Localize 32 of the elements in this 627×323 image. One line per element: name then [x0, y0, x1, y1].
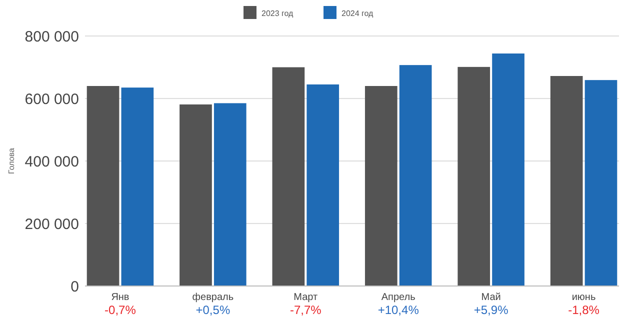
x-tick-label: Апрель	[381, 292, 416, 303]
text: +5,9%	[474, 303, 509, 317]
bar	[121, 88, 154, 286]
x-tick-label: Март	[294, 292, 318, 303]
x-tick-label: июнь	[572, 292, 596, 303]
y-tick-label: 0	[70, 278, 79, 296]
text: +10,4%	[378, 303, 420, 317]
y-tick-label: 400 000	[24, 153, 79, 170]
bar	[364, 86, 398, 286]
x-tick-label: Май	[481, 292, 501, 303]
text: -1,8%	[568, 303, 600, 317]
y-tick-label: 200 000	[24, 216, 79, 233]
bar	[180, 104, 212, 286]
legend-label: 2024 год	[342, 8, 374, 18]
bar	[492, 54, 524, 286]
bar	[214, 103, 246, 286]
bar	[272, 67, 305, 286]
x-tick-label: февраль	[192, 292, 234, 303]
text: +0,5%	[196, 303, 230, 317]
y-tick-label: 800 000	[24, 28, 79, 46]
x-tick-label: Янв	[111, 292, 130, 303]
bar	[86, 86, 120, 286]
bar	[458, 66, 490, 286]
text: -0,7%	[104, 303, 136, 317]
text: -7,7%	[290, 303, 322, 317]
bar	[306, 84, 340, 286]
bar	[399, 65, 432, 286]
legend-label: 2023 год	[262, 8, 294, 18]
bar	[550, 76, 583, 286]
y-axis-title: Голова	[7, 148, 16, 174]
y-tick-label: 600 000	[24, 90, 79, 108]
bar	[584, 80, 618, 286]
